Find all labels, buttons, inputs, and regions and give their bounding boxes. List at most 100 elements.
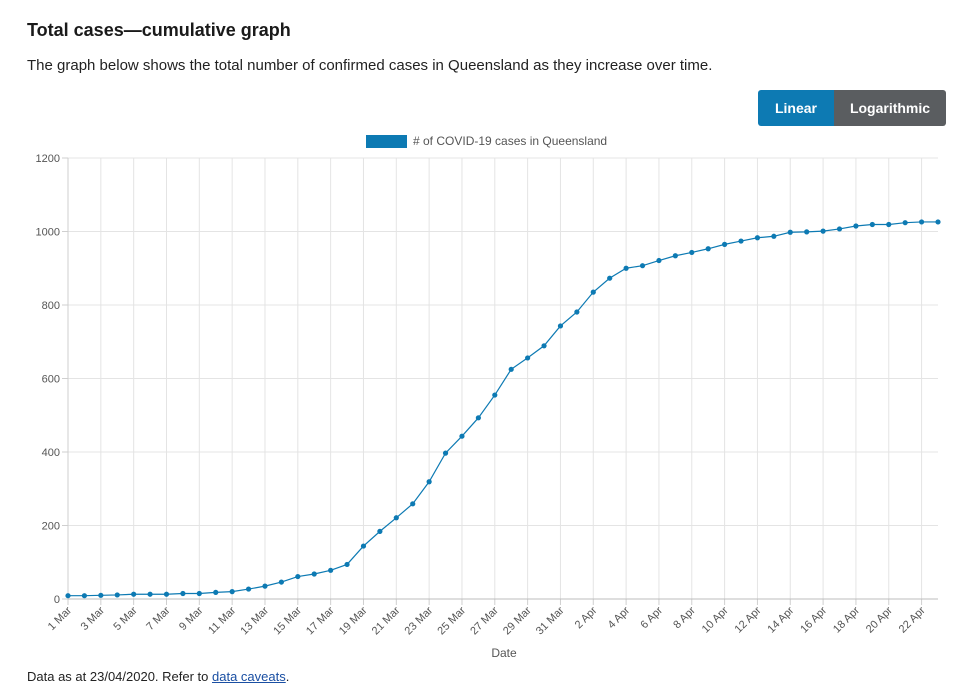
data-point[interactable]: [442, 450, 449, 456]
x-tick-label: 4 Apr: [606, 604, 633, 631]
x-tick-label: 27 Mar: [468, 604, 501, 637]
data-point[interactable]: [935, 219, 941, 225]
data-point[interactable]: [114, 592, 120, 598]
data-point[interactable]: [607, 275, 613, 281]
data-point[interactable]: [574, 309, 580, 315]
y-tick-label: 400: [42, 447, 60, 459]
data-point[interactable]: [557, 323, 564, 329]
legend-label: # of COVID-19 cases in Queensland: [413, 134, 607, 148]
data-point[interactable]: [262, 583, 268, 589]
x-axis: 1 Mar 3 Mar 5 Mar 7 Mar 9 Mar 11 Mar 13 Mar 15 …: [46, 598, 938, 637]
chart-title: Total cases—cumulative graph: [27, 20, 291, 40]
chart-subtitle: The graph below shows the total number o…: [27, 57, 713, 74]
data-point[interactable]: [81, 593, 88, 599]
data-point[interactable]: [344, 561, 350, 568]
data-point[interactable]: [672, 253, 678, 259]
data-point[interactable]: [705, 246, 711, 252]
chart-legend[interactable]: # of COVID-19 cases in Queensland: [366, 134, 607, 148]
y-tick-label: 600: [42, 374, 60, 386]
logarithmic-button[interactable]: Logarithmic: [834, 90, 946, 126]
x-tick-label: 2 Apr: [573, 604, 600, 631]
data-point[interactable]: [410, 501, 416, 507]
legend-swatch: [366, 135, 407, 148]
data-point[interactable]: [590, 289, 596, 295]
data-point[interactable]: [278, 579, 284, 585]
data-point[interactable]: [722, 241, 728, 247]
chart-grid: [67, 157, 938, 600]
data-point[interactable]: [787, 229, 793, 235]
data-point[interactable]: [180, 590, 186, 597]
x-tick-label: 15 Mar: [271, 604, 304, 637]
x-tick-label: 6 Apr: [638, 604, 665, 631]
x-tick-label: 3 Mar: [79, 604, 108, 633]
x-tick-label: 14 Apr: [765, 604, 796, 635]
data-point[interactable]: [459, 433, 465, 439]
y-tick-label: 1000: [36, 227, 60, 239]
x-tick-label: 17 Mar: [304, 604, 337, 637]
data-point[interactable]: [820, 228, 826, 234]
data-point[interactable]: [426, 479, 432, 485]
x-tick-label: 9 Mar: [177, 604, 206, 633]
cases-line-chart: # of COVID-19 cases in Queensland 0 200 40…: [36, 134, 941, 660]
x-axis-title: Date: [491, 646, 517, 660]
scale-toggle: Linear Logarithmic: [758, 90, 946, 126]
data-point[interactable]: [131, 591, 137, 597]
data-point[interactable]: [738, 238, 744, 244]
y-tick-label: 0: [54, 594, 60, 606]
data-point[interactable]: [147, 591, 153, 597]
x-tick-label: 12 Apr: [733, 604, 764, 635]
data-point[interactable]: [311, 571, 317, 577]
y-axis: 0 200 400 600 800 1000 1200: [36, 153, 69, 606]
data-point[interactable]: [656, 257, 662, 264]
x-tick-label: 8 Apr: [671, 604, 698, 631]
data-point[interactable]: [525, 355, 531, 361]
data-point[interactable]: [98, 592, 104, 598]
data-point[interactable]: [639, 263, 646, 269]
x-tick-label: 22 Apr: [897, 604, 928, 635]
data-point[interactable]: [918, 219, 925, 225]
data-point[interactable]: [623, 265, 629, 271]
data-point[interactable]: [804, 229, 810, 235]
y-tick-label: 1200: [36, 153, 60, 165]
x-tick-label: 10 Apr: [700, 604, 731, 635]
footer-prefix: Data as at 23/04/2020. Refer to: [27, 669, 213, 684]
data-point[interactable]: [869, 221, 875, 228]
y-tick-label: 800: [42, 300, 60, 312]
data-point[interactable]: [853, 223, 859, 229]
data-point[interactable]: [360, 543, 367, 549]
data-point[interactable]: [475, 415, 481, 421]
data-point[interactable]: [754, 235, 761, 241]
footer-suffix: .: [285, 669, 290, 684]
data-point[interactable]: [689, 249, 695, 256]
x-tick-label: 7 Mar: [144, 604, 173, 633]
data-point[interactable]: [771, 233, 777, 239]
data-point[interactable]: [229, 589, 235, 595]
data-point[interactable]: [245, 586, 252, 592]
data-point[interactable]: [328, 567, 334, 573]
x-tick-label: 5 Mar: [111, 604, 140, 633]
x-tick-label: 25 Mar: [435, 604, 468, 637]
x-tick-label: 23 Mar: [403, 604, 436, 637]
x-tick-label: 31 Mar: [534, 604, 567, 637]
data-point[interactable]: [836, 226, 843, 232]
x-tick-label: 13 Mar: [238, 604, 271, 637]
data-point[interactable]: [492, 392, 498, 398]
x-tick-label: 11 Mar: [206, 604, 238, 636]
x-tick-label: 21 Mar: [370, 604, 403, 637]
x-tick-label: 18 Apr: [831, 604, 862, 635]
data-point[interactable]: [377, 528, 383, 534]
data-point[interactable]: [902, 220, 908, 226]
linear-button[interactable]: Linear: [758, 90, 834, 126]
data-point[interactable]: [65, 593, 71, 599]
data-point[interactable]: [886, 221, 892, 228]
data-point[interactable]: [163, 591, 170, 597]
data-point[interactable]: [295, 573, 301, 580]
x-tick-label: 19 Mar: [337, 604, 370, 637]
data-caveats-link[interactable]: data caveats: [212, 669, 286, 684]
data-point[interactable]: [508, 366, 514, 372]
y-tick-label: 200: [42, 521, 60, 533]
data-point[interactable]: [541, 343, 547, 349]
data-point[interactable]: [393, 515, 399, 521]
data-point[interactable]: [196, 590, 202, 597]
data-point[interactable]: [213, 589, 219, 595]
